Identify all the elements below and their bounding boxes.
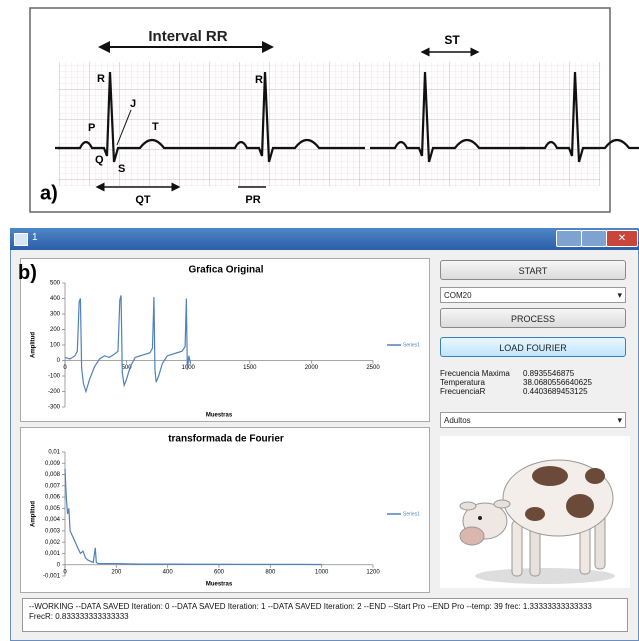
- y-axis-label: Amplitud: [31, 501, 37, 527]
- x-tick-label: 2000: [305, 365, 319, 371]
- x-tick-label: 1000: [182, 365, 196, 371]
- title-bar: 1 ✕: [10, 228, 639, 250]
- info-label: Frecuencia Maxima: [440, 369, 510, 378]
- wave-label: J: [130, 98, 136, 110]
- y-tick-label: 0: [57, 358, 61, 364]
- y-tick-label: 0,007: [45, 483, 61, 489]
- status-log: --WORKING --DATA SAVED Iteration: 0 --DA…: [22, 598, 628, 632]
- y-tick-label: 100: [50, 343, 61, 349]
- process-button[interactable]: PROCESS: [440, 308, 626, 328]
- panel-label: a): [40, 182, 58, 204]
- profile-select[interactable]: Adultos: [440, 412, 626, 428]
- st-label: ST: [444, 33, 460, 47]
- legend-label: Series1: [403, 511, 420, 517]
- y-tick-label: -0,001: [43, 574, 61, 580]
- x-tick-label: 1000: [315, 569, 329, 575]
- x-tick-label: 500: [122, 365, 133, 371]
- y-tick-label: 0,001: [45, 551, 61, 557]
- y-tick-label: 400: [50, 296, 61, 302]
- close-button[interactable]: ✕: [606, 230, 638, 247]
- info-label: Temperatura: [440, 378, 485, 387]
- chart-title: transformada de Fourier: [168, 434, 284, 445]
- wave-label: Q: [95, 154, 104, 166]
- app-icon: [14, 233, 28, 246]
- info-value: 38.0680556640625: [523, 378, 592, 387]
- y-tick-label: 0,003: [45, 528, 61, 534]
- y-tick-label: 0,002: [45, 540, 61, 546]
- data-line: [64, 295, 192, 394]
- y-tick-label: 200: [50, 327, 61, 333]
- port-select[interactable]: COM20: [440, 287, 626, 303]
- info-value: 0.4403689453125: [523, 387, 588, 396]
- y-tick-label: 0,01: [48, 450, 60, 456]
- data-line: [64, 468, 322, 566]
- legend-label: Series1: [403, 342, 420, 348]
- y-tick-label: -200: [48, 389, 61, 395]
- load-fourier-button[interactable]: LOAD FOURIER: [440, 337, 626, 357]
- x-tick-label: 400: [163, 569, 174, 575]
- wave-label: R: [97, 73, 105, 85]
- y-tick-label: 0,008: [45, 472, 61, 478]
- x-tick-label: 200: [111, 569, 122, 575]
- x-tick-label: 1200: [366, 569, 380, 575]
- pr-label: PR: [245, 194, 260, 206]
- qt-label: QT: [135, 194, 151, 206]
- maximize-button[interactable]: [581, 230, 607, 247]
- chart: transformada de Fourier Amplitud Muestras 0…: [20, 427, 430, 593]
- y-tick-label: 0,006: [45, 495, 61, 501]
- y-tick-label: -300: [48, 405, 61, 411]
- y-axis-label: Amplitud: [31, 332, 37, 358]
- x-tick-label: 0: [63, 569, 67, 575]
- info-value: 0.8935546875: [523, 369, 575, 378]
- x-tick-label: 600: [214, 569, 225, 575]
- start-button[interactable]: START: [440, 260, 626, 280]
- info-label: FrecuenciaR: [440, 387, 486, 396]
- x-axis-label: Muestras: [206, 582, 233, 588]
- y-tick-label: 500: [50, 281, 61, 287]
- y-tick-label: 0,005: [45, 506, 61, 512]
- wave-label: P: [88, 122, 95, 134]
- interval-rr-label: Interval RR: [148, 28, 227, 45]
- chart: Grafica Original Amplitud Muestras 500 400 30…: [20, 258, 430, 422]
- window-title: 1: [32, 232, 38, 243]
- y-tick-label: -100: [48, 374, 61, 380]
- y-tick-label: 300: [50, 312, 61, 318]
- x-tick-label: 1500: [243, 365, 257, 371]
- x-tick-label: 0: [63, 365, 67, 371]
- y-tick-label: 0,004: [45, 517, 61, 523]
- y-tick-label: 0: [57, 562, 61, 568]
- wave-label: S: [118, 163, 125, 175]
- ecg-grid: [58, 62, 600, 186]
- minimize-button[interactable]: [556, 230, 582, 247]
- chart-title: Grafica Original: [188, 265, 263, 276]
- y-tick-label: 0,009: [45, 461, 61, 467]
- wave-label: T: [152, 121, 159, 133]
- ecg-diagram: Interval RR ST R R P Q S J T QT PR a): [29, 7, 639, 213]
- panel-label: b): [18, 262, 37, 284]
- x-tick-label: 2500: [366, 365, 380, 371]
- x-axis-label: Muestras: [206, 413, 233, 419]
- x-tick-label: 800: [265, 569, 276, 575]
- wave-label: R: [255, 74, 263, 86]
- cow-image: [440, 436, 630, 588]
